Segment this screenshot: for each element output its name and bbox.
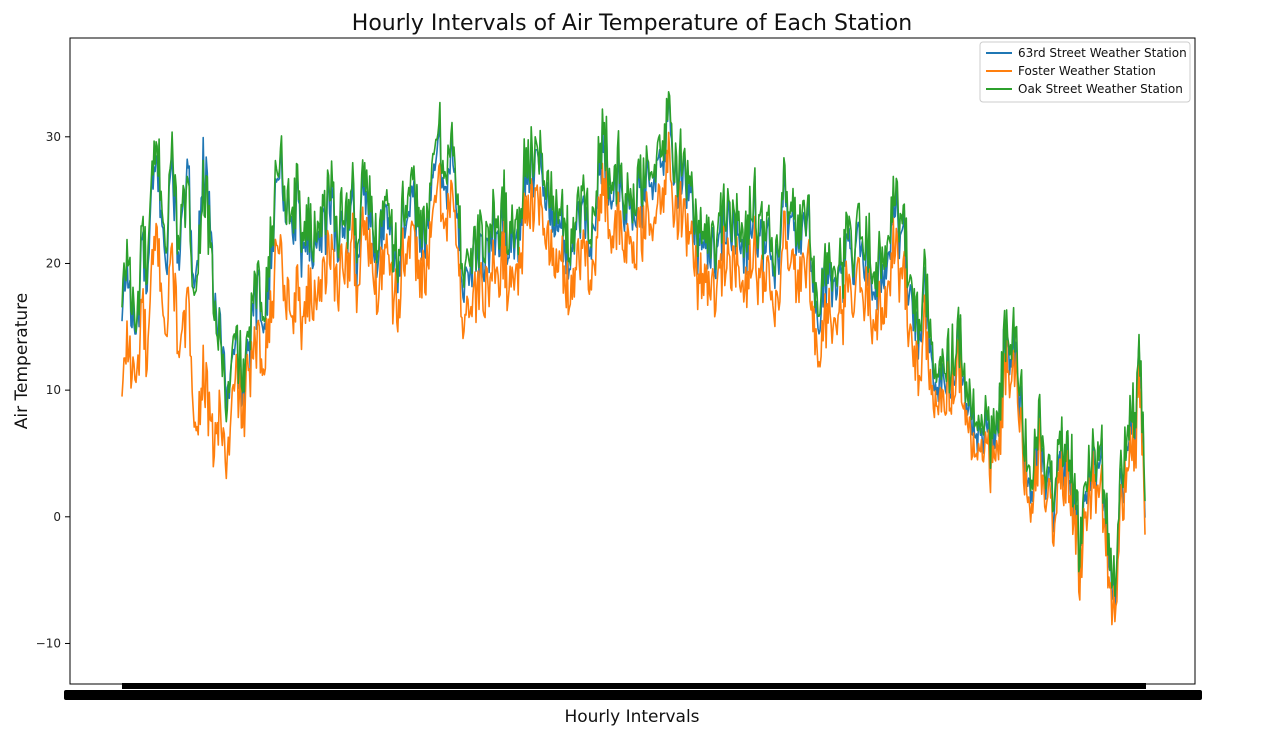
y-tick-label: 30 (46, 130, 61, 144)
series-line-2 (121, 91, 1146, 597)
legend-box (979, 41, 1191, 103)
series-line-1 (121, 131, 1146, 626)
legend-label-oak-street: Oak Street Weather Station (1018, 82, 1183, 96)
legend: 63rd Street Weather Station Foster Weath… (979, 41, 1191, 103)
y-tick-label: 20 (46, 256, 61, 270)
legend-label-63rd-street: 63rd Street Weather Station (1018, 46, 1187, 60)
y-axis-ticks: −10 0 10 20 30 (36, 130, 70, 650)
y-tick-label: −10 (36, 636, 61, 650)
x-axis-tick-band (64, 683, 1202, 700)
y-tick-label: 0 (53, 510, 61, 524)
chart-title: Hourly Intervals of Air Temperature of E… (352, 11, 912, 36)
x-axis-label: Hourly Intervals (564, 707, 699, 727)
y-tick-label: 10 (46, 383, 61, 397)
series-lines (121, 91, 1146, 626)
legend-label-foster: Foster Weather Station (1018, 64, 1156, 78)
y-axis-label: Air Temperature (12, 293, 32, 429)
